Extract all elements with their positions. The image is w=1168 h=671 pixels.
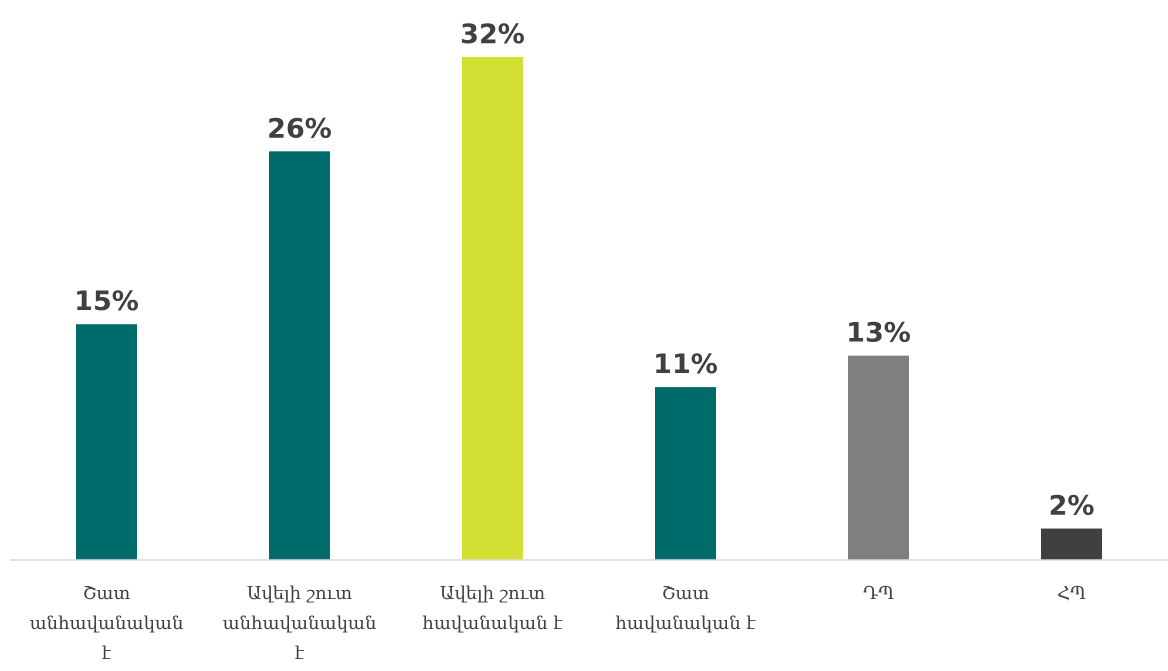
category-label-line: ԴՊ <box>863 583 894 604</box>
category-label-line: Շատ <box>83 583 131 604</box>
category-label-6: ՀՊ <box>1057 583 1086 604</box>
category-label-1: Շատ անհավանական է <box>30 583 184 664</box>
data-label-3: 32% <box>460 19 525 50</box>
category-label-3: Ավելի շուտ հավանական է <box>422 583 563 634</box>
category-label-line: անհավանական <box>30 613 184 634</box>
bar-5 <box>848 355 909 560</box>
category-label-5: ԴՊ <box>863 583 894 604</box>
bar-6 <box>1041 528 1102 560</box>
bar-3 <box>462 57 523 560</box>
category-label-line: Շատ <box>662 583 710 604</box>
data-label-5: 13% <box>846 318 911 349</box>
bar-1 <box>76 324 137 560</box>
bar-2 <box>269 151 330 560</box>
category-label-line: Ավելի շուտ <box>247 583 353 604</box>
category-label-line: է <box>295 643 305 664</box>
data-label-2: 26% <box>267 113 332 144</box>
value-labels-layer: 15% 26% 32% 11% 13% 2% <box>74 19 1094 522</box>
category-label-line: անհավանական <box>223 613 377 634</box>
category-label-line: ՀՊ <box>1057 583 1086 604</box>
category-label-line: հավանական է <box>422 613 563 634</box>
category-label-2: Ավելի շուտ անհավանական է <box>223 583 377 664</box>
bars-layer <box>76 57 1102 560</box>
category-label-line: հավանական է <box>615 613 756 634</box>
category-label-4: Շատ հավանական է <box>615 583 756 634</box>
category-label-line: է <box>102 643 112 664</box>
data-label-1: 15% <box>74 286 139 317</box>
data-label-6: 2% <box>1049 491 1095 522</box>
category-label-line: Ավելի շուտ <box>440 583 546 604</box>
data-label-4: 11% <box>653 349 718 380</box>
bar-4 <box>655 387 716 560</box>
